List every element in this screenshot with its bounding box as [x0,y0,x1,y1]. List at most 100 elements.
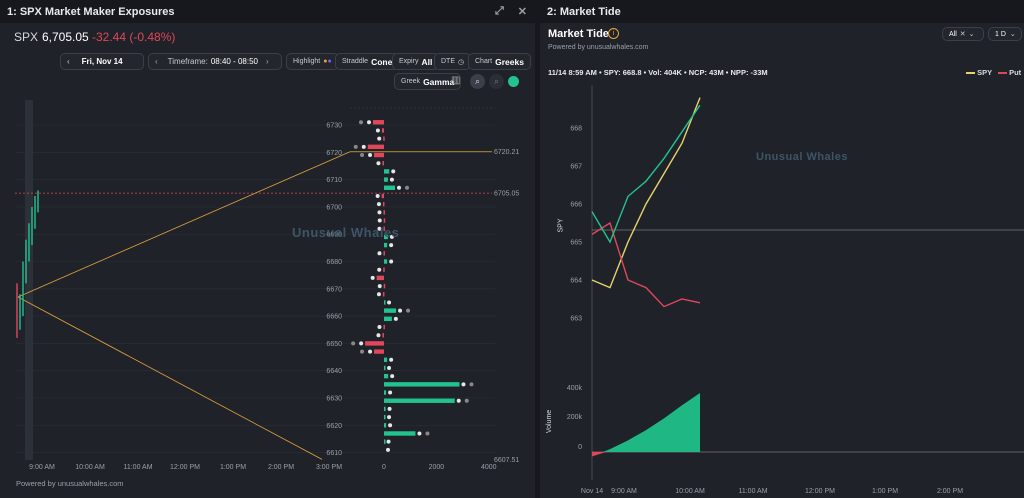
zoom-icon[interactable]: ⌕ [470,74,485,89]
gamma-dot [397,185,402,190]
strike-tick: 6670 [326,286,342,293]
gamma-dot [386,439,391,444]
strike-tick: 6730 [326,123,342,130]
date-picker[interactable]: ‹ Fri, Nov 14 [60,53,144,70]
clock-icon: ◷ [458,58,465,66]
axis-labels: 6730 6720 6710 6700 6690 6680 6670 6660 6650 6640… [29,123,519,472]
panel-title: 1: SPX Market Maker Exposures [7,5,175,18]
time-tick: 3:00 PM [316,464,342,471]
gamma-dot [360,349,365,354]
time-tick: 9:00 AM [29,464,55,471]
straddle-label: Straddle [342,58,369,65]
filter-select[interactable]: All ✕ ⌄ [942,27,984,41]
spy-tick: 666 [570,202,582,209]
watermark: Unusual Whales [292,225,400,240]
gamma-dot [366,120,371,125]
gamma-bar [384,259,388,264]
info-icon[interactable]: i [608,28,619,39]
upper-level-label: 6720.21 [494,149,519,156]
greek-select[interactable]: Greek Gamma [394,73,462,90]
gamma-dot [375,193,380,198]
gamma-bar [383,283,386,289]
volume-area [592,393,700,457]
gamma-dot [389,259,394,264]
strike-tick: 6640 [326,368,342,375]
gamma-dot [391,169,396,174]
bar-chart-icon[interactable]: ▥ [451,75,461,86]
timeframe-picker[interactable]: ‹ Timeframe: 08:40 - 08:50 › [148,53,282,70]
strike-tick: 6660 [326,314,342,321]
legend-spy-swatch [966,72,975,75]
volume-tick: 200k [567,414,583,421]
gamma-bar [367,144,384,150]
legend-put-swatch [998,72,1007,75]
gamma-bar [384,169,390,174]
legend-spy-label: SPY [977,68,993,77]
gamma-dot [469,382,474,387]
close-icon[interactable]: ✕ [517,6,527,18]
gamma-dot [359,341,364,346]
chevron-down-icon[interactable]: ⌄ [968,31,975,38]
strike-tick: 6680 [326,259,342,266]
spy-tick: 668 [570,126,582,133]
chevron-down-icon[interactable]: ⌄ [1009,31,1016,38]
time-tick: Nov 14 [581,488,603,495]
timeframe-label: Timeframe: [167,57,208,66]
tide-stats: 11/14 8:59 AM • SPY: 668.8 • Vol: 404K •… [548,68,768,77]
expand-icon[interactable]: ⤢ [494,5,504,17]
market-tide-panel: 2: Market Tide Market Tide i Powered by … [540,0,1024,498]
spy-tick: 665 [570,240,582,247]
chart-value: Greeks [495,56,524,67]
powered-by: Powered by unusualwhales.com [548,44,649,51]
expiry-label: Expiry [399,58,419,65]
chart-select[interactable]: Chart Greeks [468,53,531,70]
tide-lines [591,97,701,308]
ticker-change: -32.44 (-0.48%) [92,30,176,44]
chevron-right-icon[interactable]: › [265,57,269,66]
range-select[interactable]: 1 D ⌄ [988,27,1022,41]
gamma-bar [384,308,397,313]
dte-select[interactable]: DTE ◷ [434,53,472,70]
price-level-label: 6705.05 [494,191,519,198]
timeframe-value: 08:40 - 08:50 [210,57,258,66]
gamma-bar [383,136,385,141]
legend-spy: SPY [966,68,992,77]
gamma-dot [406,308,411,313]
gamma-dot [387,415,392,420]
volume-negative-fill [592,452,607,457]
price-candles [16,190,39,338]
gamma-bar [383,210,385,215]
gamma-dot [368,153,373,158]
search-icon[interactable]: ⌕ [489,74,504,89]
gamma-dot [376,333,381,338]
gamma-bar [372,120,384,125]
spy-tick: 667 [570,164,582,171]
legend-put: Put [998,68,1021,77]
expiry-select[interactable]: Expiry All [392,53,440,70]
live-status-icon[interactable] [508,76,519,87]
straddle-select[interactable]: Straddle Cone [335,53,400,70]
gamma-bar [382,292,385,297]
clear-icon[interactable]: ✕ [959,31,966,38]
ticker-price: 6,705.05 [42,30,89,44]
gamma-dot [425,431,430,436]
gamma-dot [377,210,382,215]
highlight-toggle[interactable]: Highlight ● ● [286,53,339,70]
gamma-bar [382,333,384,338]
volume-fill [592,393,700,457]
gamma-bar [374,349,384,354]
cone-upper [17,151,351,298]
gamma-dot [464,398,469,403]
watermark: Unusual Whales [756,151,848,163]
tide-axis-labels: 668 667 666 665 664 663 400k 200k 0 Nov 14 9:00 AM… [567,126,963,496]
gamma-bar [384,406,386,412]
gamma-dot [389,234,394,239]
panel-title-bar: 1: SPX Market Maker Exposures ⤢ ✕ [0,0,535,23]
gamma-bar [384,242,388,248]
chart-label: Chart [475,58,493,65]
strike-tick: 6630 [326,396,342,403]
chevron-left-icon[interactable]: ‹ [155,57,158,66]
straddle-cone [17,151,351,460]
chevron-left-icon[interactable]: ‹ [67,57,70,66]
gamma-dot [376,202,381,207]
